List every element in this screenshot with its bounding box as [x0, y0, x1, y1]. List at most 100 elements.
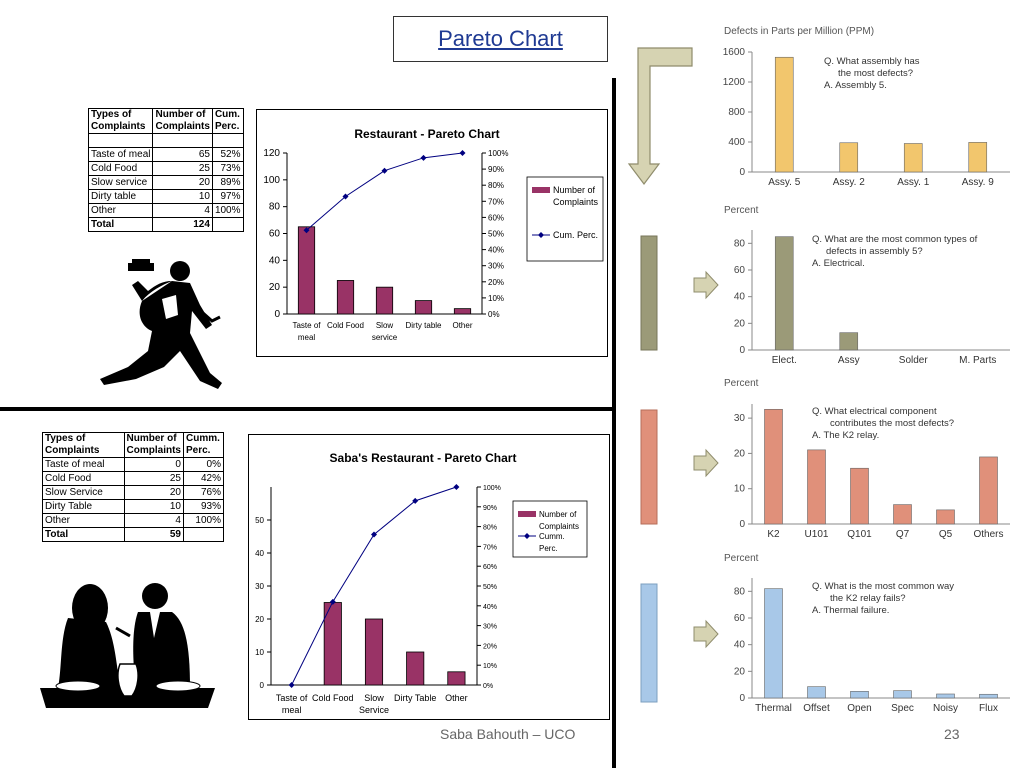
legend-line-label-2: Perc.: [539, 544, 558, 553]
annotation-line: A. Thermal failure.: [812, 605, 889, 616]
table-row: Taste of meal 65 52%: [87, 147, 244, 162]
legend-line-label: Cumm.: [539, 532, 565, 541]
table-cell: 4: [152, 203, 213, 218]
x-tick-label: Assy. 5: [768, 177, 800, 188]
table-total-cell: [211, 217, 244, 232]
y-tick-label: 80: [734, 586, 746, 597]
x-tick-label: meal: [298, 333, 316, 342]
table-total-row: Total 59: [42, 527, 225, 542]
bar-taste-of-meal: [297, 226, 316, 315]
bar-thermal: [764, 588, 783, 699]
cumulative-point: [329, 598, 336, 605]
bar-others: [979, 456, 998, 525]
table-cell: Taste of meal: [42, 457, 125, 472]
y-tick-label: 20: [734, 666, 746, 677]
y-tick-label: 0: [739, 693, 745, 704]
legend-box: [512, 500, 588, 558]
y2-tick-label: 0%: [488, 310, 500, 319]
y2-tick-label: 30%: [483, 624, 497, 631]
y2-tick-label: 60%: [483, 564, 497, 571]
table-cell: 25: [123, 471, 184, 486]
y2-tick-label: 40%: [488, 246, 504, 255]
y2-tick-label: 40%: [483, 604, 497, 611]
cumulative-point: [371, 531, 377, 538]
bar-k2: [764, 408, 783, 525]
legend-line-label: Cum. Perc.: [553, 230, 598, 240]
table-cell: 20: [152, 175, 213, 190]
table-cell: Slow Service: [42, 485, 125, 500]
table-row: Dirty Table 10 93%: [42, 499, 225, 514]
y-tick-label: 30: [255, 582, 264, 591]
bar-slow-service: [375, 286, 394, 315]
bar-spec: [893, 690, 912, 699]
y-tick-label: 40: [734, 640, 746, 651]
table-header-cell: Number of Complaints: [123, 432, 184, 458]
table-row: Taste of meal 0 0%: [42, 457, 225, 472]
x-tick-label: Assy. 2: [833, 177, 865, 188]
y2-tick-label: 0%: [483, 683, 493, 690]
table-cell: Taste of meal: [87, 147, 154, 162]
y-tick-label: 10: [255, 648, 264, 657]
table-total-cell: [182, 527, 225, 542]
table-header-row: Types of Complaints Number of Complaints C…: [87, 108, 244, 134]
y2-tick-label: 30%: [488, 262, 504, 271]
y-tick-label: 60: [269, 229, 281, 240]
y2-tick-label: 50%: [488, 230, 504, 239]
small-arrow-3: [693, 619, 719, 649]
small-arrow-2: [693, 448, 719, 478]
defect-types-chart: Percent 0 20 40 60 80 Elect. Assy Solder M. Parts…: [724, 205, 1010, 366]
y-tick-label: 80: [269, 202, 281, 213]
y-tick-label: 80: [734, 238, 746, 249]
small-arrow-1: [693, 270, 719, 300]
x-tick-label: Cold Food: [327, 321, 364, 330]
table-total-cell: Total: [42, 527, 125, 542]
x-tick-label: U101: [805, 529, 829, 540]
y-tick-label: 60: [734, 265, 746, 276]
x-tick-label: Flux: [979, 703, 998, 714]
x-tick-label: Q5: [939, 529, 953, 540]
x-tick-label: Taste of: [292, 321, 321, 330]
y2-tick-label: 10%: [488, 294, 504, 303]
y-tick-label: 40: [269, 255, 281, 266]
y-tick-label: 20: [255, 615, 264, 624]
blue-indicator-bar: [640, 583, 658, 703]
table-row: Slow Service 20 76%: [42, 485, 225, 500]
table-cell: Other: [42, 513, 125, 528]
flow-arrows: [627, 47, 719, 703]
table-cell: [211, 133, 244, 148]
legend-line-marker: [538, 232, 544, 238]
bar-q5: [936, 509, 955, 525]
y-tick-label: 0: [739, 167, 745, 178]
y-tick-label: 0: [739, 345, 745, 356]
table-cell: 65: [152, 147, 213, 162]
x-tick-label: Cold Food: [312, 693, 354, 703]
x-tick-label: Taste of: [276, 693, 308, 703]
y-tick-label: 0: [739, 519, 745, 530]
y2-tick-label: 90%: [488, 165, 504, 174]
waiter-clipart: [100, 259, 222, 389]
bar-assy-2: [839, 142, 859, 173]
legend-bar-label: Number of: [553, 185, 596, 195]
bar-open: [850, 691, 869, 699]
cumulative-point: [342, 193, 349, 200]
y-tick-label: 400: [728, 137, 745, 148]
x-tick-label: Slow: [364, 693, 384, 703]
x-tick-label: Assy. 9: [962, 177, 994, 188]
y-tick-label: 120: [263, 148, 280, 159]
x-tick-label: Dirty Table: [394, 693, 436, 703]
y-tick-label: 20: [734, 318, 746, 329]
cumulative-point: [288, 682, 295, 688]
x-tick-label: Noisy: [933, 703, 958, 714]
cumulative-point: [420, 154, 427, 161]
bar-assy-5: [774, 56, 794, 173]
ppm-chart: Defects in Parts per Million (PPM) 0 400 80…: [723, 26, 1010, 188]
table-cell: [152, 133, 213, 148]
table-cell: 0%: [182, 457, 225, 472]
y-tick-label: 60: [734, 613, 746, 624]
x-tick-label: Spec: [891, 703, 914, 714]
restaurant-pareto-chart: Restaurant - Pareto Chart 0 20 40 60 80 100 120…: [263, 127, 604, 342]
annotation-line: Q. What assembly has: [824, 56, 920, 67]
x-tick-label: Q101: [847, 529, 872, 540]
legend-bar-label-2: Complaints: [539, 522, 579, 531]
cumulative-point: [412, 497, 419, 504]
